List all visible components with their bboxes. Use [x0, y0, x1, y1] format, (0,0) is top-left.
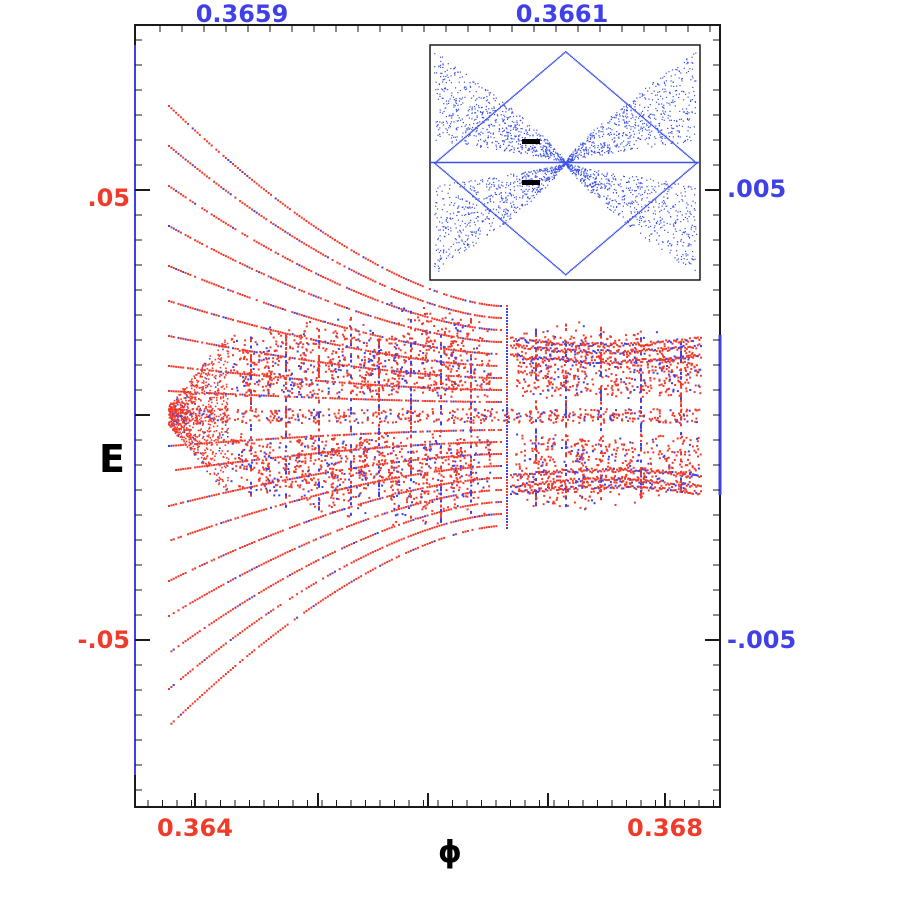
y-tick-right-0: .005 — [727, 175, 786, 203]
inset-plot — [429, 44, 701, 281]
inset-marker-lower — [522, 180, 540, 185]
x-tick-bottom-1: 0.368 — [627, 814, 703, 842]
y-tick-right-1: -.005 — [727, 626, 796, 654]
x-axis-label: ϕ — [438, 835, 462, 870]
axis-ticks — [135, 25, 720, 807]
inset-marker-upper — [522, 139, 540, 144]
x-tick-top-0: 0.3659 — [196, 0, 289, 28]
y-tick-left-0: .05 — [87, 184, 130, 212]
x-tick-top-1: 0.3661 — [516, 0, 609, 28]
main-scatter-points — [168, 105, 702, 725]
y-axis-label: E — [99, 437, 125, 481]
y-tick-left-1: -.05 — [78, 626, 130, 654]
x-tick-bottom-0: 0.364 — [157, 814, 233, 842]
